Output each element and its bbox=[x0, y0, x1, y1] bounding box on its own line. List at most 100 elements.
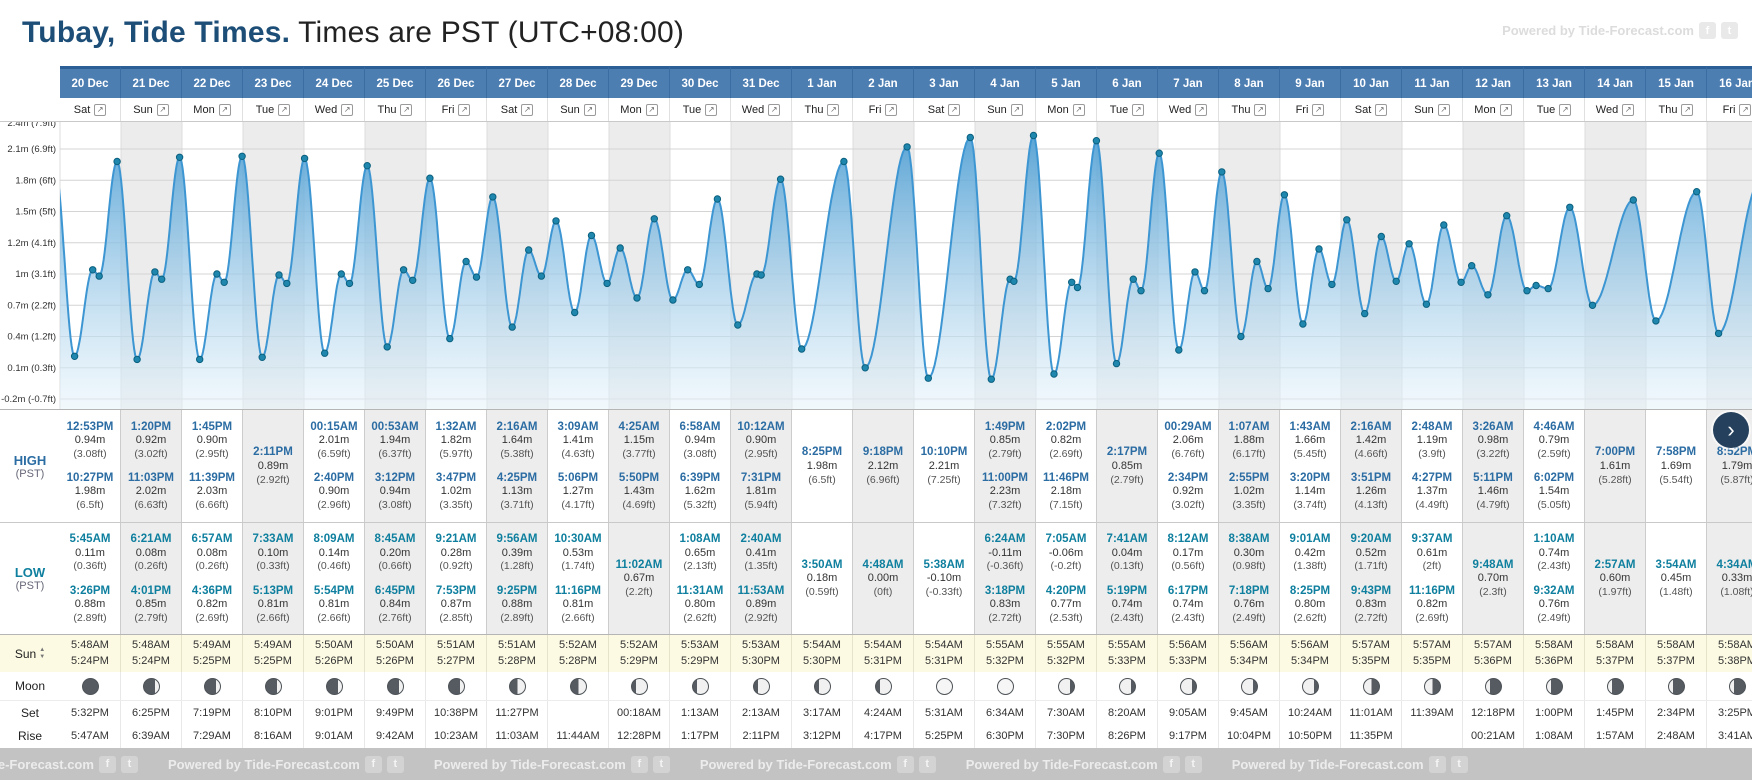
twitter-icon[interactable]: t bbox=[1184, 755, 1202, 773]
facebook-icon[interactable]: f bbox=[1699, 22, 1716, 39]
tide-height-ft: (2.66ft) bbox=[561, 611, 595, 624]
tide-height-ft: (1.97ft) bbox=[1598, 586, 1632, 598]
low-tide-time: 8:45AM bbox=[374, 533, 416, 546]
low-tide-cell: 5:45AM 0.11m (0.36ft) 3:26PM 0.88m (2.89ft) bbox=[60, 523, 121, 634]
expand-day-icon[interactable]: ↗ bbox=[583, 103, 596, 116]
expand-day-icon[interactable]: ↗ bbox=[341, 103, 354, 116]
expand-day-icon[interactable]: ↗ bbox=[827, 103, 840, 116]
tide-height-ft: (6.59ft) bbox=[317, 447, 351, 460]
date-cell[interactable]: 15 Jan bbox=[1646, 66, 1707, 98]
low-tide-time: 9:32AM bbox=[1533, 584, 1575, 597]
date-cell[interactable]: 6 Jan bbox=[1097, 66, 1158, 98]
tide-extreme-dot bbox=[903, 143, 911, 151]
y-axis-tick-label: 1.2m (4.1ft) bbox=[7, 238, 56, 249]
expand-day-icon[interactable]: ↗ bbox=[1254, 103, 1267, 116]
tide-height-m: 0.20m bbox=[379, 546, 411, 559]
date-cell[interactable]: 26 Dec bbox=[426, 66, 487, 98]
date-cell[interactable]: 3 Jan bbox=[914, 66, 975, 98]
expand-day-icon[interactable]: ↗ bbox=[156, 103, 169, 116]
date-cell[interactable]: 23 Dec bbox=[243, 66, 304, 98]
twitter-icon[interactable]: t bbox=[386, 755, 404, 773]
date-cell[interactable]: 12 Jan bbox=[1463, 66, 1524, 98]
expand-day-icon[interactable]: ↗ bbox=[645, 103, 658, 116]
low-tide-cell: 9:48AM 0.70m (2.3ft) bbox=[1463, 523, 1524, 634]
date-cell[interactable]: 27 Dec bbox=[487, 66, 548, 98]
weekday-cell: Fri ↗ bbox=[1280, 98, 1341, 121]
facebook-icon[interactable]: f bbox=[630, 755, 648, 773]
expand-day-icon[interactable]: ↗ bbox=[1010, 103, 1023, 116]
date-cell[interactable]: 10 Jan bbox=[1341, 66, 1402, 98]
twitter-icon[interactable]: t bbox=[918, 755, 936, 773]
date-cell[interactable]: 4 Jan bbox=[975, 66, 1036, 98]
tide-height-ft: (2.53ft) bbox=[1049, 611, 1083, 624]
date-cell[interactable]: 14 Jan bbox=[1585, 66, 1646, 98]
expand-day-icon[interactable]: ↗ bbox=[705, 103, 718, 116]
facebook-icon[interactable]: f bbox=[1162, 755, 1180, 773]
date-cell[interactable]: 5 Jan bbox=[1036, 66, 1097, 98]
high-tide-time: 2:16AM bbox=[496, 420, 538, 433]
expand-day-icon[interactable]: ↗ bbox=[1072, 103, 1085, 116]
date-cell[interactable]: 13 Jan bbox=[1524, 66, 1585, 98]
tide-extreme-dot bbox=[472, 273, 481, 281]
low-tide-entry: 3:54AM 0.45m (1.48ft) bbox=[1656, 558, 1697, 599]
tide-height-m: 2.23m bbox=[989, 485, 1021, 498]
expand-day-icon[interactable]: ↗ bbox=[1195, 103, 1208, 116]
expand-day-icon[interactable]: ↗ bbox=[768, 103, 781, 116]
date-cell[interactable]: 1 Jan bbox=[792, 66, 853, 98]
date-cell[interactable]: 7 Jan bbox=[1158, 66, 1219, 98]
tide-extreme-dot bbox=[321, 349, 329, 357]
low-tide-entry: 7:53PM 0.87m (2.85ft) bbox=[436, 584, 476, 625]
date-cell[interactable]: 24 Dec bbox=[304, 66, 365, 98]
twitter-icon[interactable]: t bbox=[120, 755, 138, 773]
facebook-icon[interactable]: f bbox=[364, 755, 382, 773]
date-cell[interactable]: 31 Dec bbox=[731, 66, 792, 98]
date-cell[interactable]: 8 Jan bbox=[1219, 66, 1280, 98]
date-cell[interactable]: 25 Dec bbox=[365, 66, 426, 98]
expand-day-icon[interactable]: ↗ bbox=[458, 103, 471, 116]
expand-day-icon[interactable]: ↗ bbox=[218, 103, 231, 116]
next-days-button[interactable]: › bbox=[1713, 412, 1749, 448]
date-cell[interactable]: 29 Dec bbox=[609, 66, 670, 98]
expand-day-icon[interactable]: ↗ bbox=[521, 103, 534, 116]
expand-day-icon[interactable]: ↗ bbox=[1437, 103, 1450, 116]
date-cell[interactable]: 22 Dec bbox=[182, 66, 243, 98]
expand-day-icon[interactable]: ↗ bbox=[400, 103, 413, 116]
date-cell[interactable]: 2 Jan bbox=[853, 66, 914, 98]
date-cell[interactable]: 21 Dec bbox=[121, 66, 182, 98]
date-cell[interactable]: 9 Jan bbox=[1280, 66, 1341, 98]
date-label: 12 Jan bbox=[1475, 77, 1511, 90]
tide-extreme-dot bbox=[489, 193, 497, 201]
twitter-icon[interactable]: t bbox=[652, 755, 670, 773]
expand-day-icon[interactable]: ↗ bbox=[1622, 103, 1635, 116]
expand-day-icon[interactable]: ↗ bbox=[94, 103, 107, 116]
weekday-cell: Mon ↗ bbox=[1463, 98, 1524, 121]
expand-day-icon[interactable]: ↗ bbox=[1132, 103, 1145, 116]
expand-day-icon[interactable]: ↗ bbox=[1739, 103, 1752, 116]
twitter-icon[interactable]: t bbox=[1721, 22, 1738, 39]
facebook-icon[interactable]: f bbox=[98, 755, 116, 773]
date-cell[interactable]: 30 Dec bbox=[670, 66, 731, 98]
facebook-icon[interactable]: f bbox=[1428, 755, 1446, 773]
tide-height-ft: (0.98ft) bbox=[1232, 560, 1266, 573]
expand-day-icon[interactable]: ↗ bbox=[885, 103, 898, 116]
date-cell[interactable]: 28 Dec bbox=[548, 66, 609, 98]
expand-day-icon[interactable]: ↗ bbox=[1499, 103, 1512, 116]
low-tide-entry: 9:20AM 0.52m (1.71ft) bbox=[1351, 532, 1392, 573]
tide-height-ft: (1.35ft) bbox=[744, 560, 778, 573]
tide-extreme-dot bbox=[1532, 281, 1540, 290]
expand-day-icon[interactable]: ↗ bbox=[278, 103, 291, 116]
expand-day-icon[interactable]: ↗ bbox=[948, 103, 961, 116]
date-cell[interactable]: 11 Jan bbox=[1402, 66, 1463, 98]
moonset-time: 1:45PM bbox=[1596, 706, 1634, 719]
tide-height-m: 0.76m bbox=[1233, 597, 1265, 610]
facebook-icon[interactable]: f bbox=[896, 755, 914, 773]
twitter-icon[interactable]: t bbox=[1450, 755, 1468, 773]
date-cell[interactable]: 20 Dec bbox=[60, 66, 121, 98]
tide-height-ft: (3.35ft) bbox=[439, 499, 473, 512]
expand-day-icon[interactable]: ↗ bbox=[1312, 103, 1325, 116]
expand-day-icon[interactable]: ↗ bbox=[1559, 103, 1572, 116]
expand-day-icon[interactable]: ↗ bbox=[1681, 103, 1694, 116]
expand-day-icon[interactable]: ↗ bbox=[1375, 103, 1388, 116]
weekday-cell: Sun ↗ bbox=[1402, 98, 1463, 121]
date-cell[interactable]: 16 Jan bbox=[1707, 66, 1752, 98]
